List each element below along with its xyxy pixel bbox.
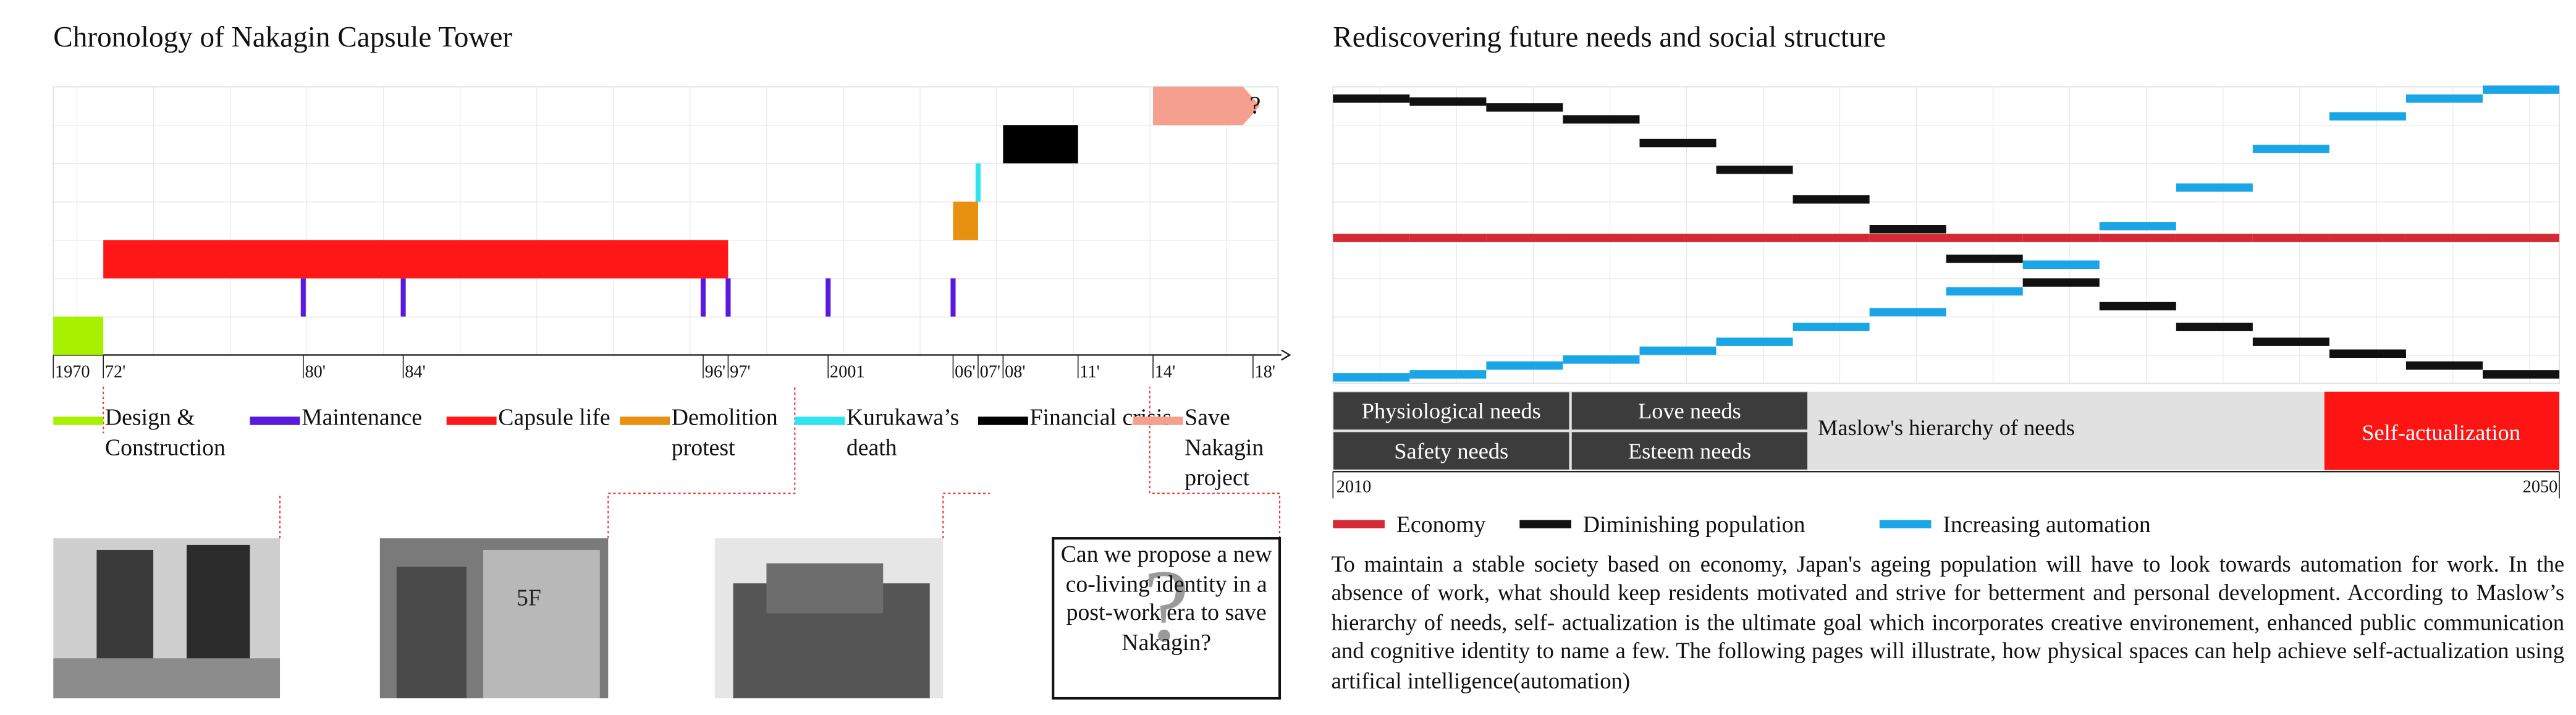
x-tick-label: 72' — [105, 363, 125, 382]
legend-label: Design & Construction — [104, 407, 226, 462]
x-tick-label: 07' — [980, 363, 1000, 382]
span-bar — [1003, 125, 1078, 164]
connector — [1149, 386, 1281, 539]
legend-swatch — [1519, 520, 1571, 528]
legend-label-box: Design & Construction — [104, 407, 226, 462]
annotation: ? — [1249, 91, 1261, 119]
legend-label: Economy — [1396, 512, 1486, 538]
photo-1 — [53, 538, 281, 698]
legend-swatch — [1879, 520, 1932, 528]
span-bar — [103, 240, 728, 279]
need-box — [1332, 391, 1571, 431]
x-tick-label: 2001 — [830, 363, 865, 382]
x-tick-label: 1970 — [55, 363, 90, 382]
maslow-label: Maslow's hierarchy of needs — [1818, 415, 2075, 440]
legend-swatch — [250, 417, 300, 425]
legend-label: Increasing automation — [1943, 512, 2151, 538]
x-tick-label: 97' — [730, 363, 750, 382]
x-tick-label: 11' — [1079, 363, 1099, 382]
span-bar — [953, 201, 978, 240]
x-tick-label: 96' — [705, 363, 725, 382]
legend-swatch — [978, 417, 1028, 425]
legend-label-box: Demolition protest — [671, 407, 778, 462]
connector — [607, 386, 796, 539]
need-box — [1332, 431, 1571, 471]
x-axis-arrow — [1281, 349, 1291, 361]
legend-swatch — [1333, 520, 1385, 528]
legend-label: Diminishing population — [1583, 512, 1805, 538]
x-tick-label: 80' — [305, 363, 325, 382]
span-bar — [53, 316, 104, 355]
legend-label-box: Save Nakagin project — [1185, 407, 1264, 492]
x-tick-label: 18' — [1255, 363, 1275, 382]
need-label: Esteem needs — [1628, 439, 1751, 463]
maslow-goal-box — [2324, 391, 2560, 470]
need-label: Love needs — [1638, 399, 1741, 423]
legend-label: Demolition protest — [671, 407, 778, 462]
legend-label-box: Kurukawa’s death — [846, 407, 960, 462]
legend-label: Save Nakagin project — [1185, 407, 1264, 492]
photo-sign: 5F — [517, 585, 541, 611]
legend-swatch — [446, 417, 497, 425]
span-arrow — [1153, 87, 1260, 125]
photo-3 — [714, 538, 944, 698]
legend-swatch — [795, 417, 845, 425]
legend-label: Capsule life — [498, 407, 610, 432]
need-box — [1571, 391, 1809, 431]
legend-swatch — [53, 417, 104, 425]
question-mark: ? — [1144, 549, 1189, 663]
question-box: Can we propose a new co-living identity … — [1060, 543, 1272, 656]
connector — [942, 493, 990, 539]
need-label: Physiological needs — [1362, 399, 1541, 423]
photo-2: 5F — [379, 538, 609, 698]
legend-label: Kurukawa’s death — [846, 407, 960, 462]
chart-title: Rediscovering future needs and social st… — [1333, 22, 1886, 54]
chart-title: Chronology of Nakagin Capsule Tower — [53, 22, 512, 54]
paragraph: To maintain a stable society based on ec… — [1331, 551, 2565, 693]
x-tick-label: 14' — [1155, 363, 1175, 382]
x-tick-label: 08' — [1005, 363, 1025, 382]
legend-label-box: Maintenance — [302, 407, 423, 432]
legend-label-box: Capsule life — [498, 407, 610, 432]
need-box — [1571, 431, 1809, 471]
legend-label: Maintenance — [302, 407, 423, 432]
legend-swatch — [1133, 417, 1183, 425]
x-tick-label: 84' — [405, 363, 425, 382]
x-tick-label: 2050 — [2523, 478, 2558, 497]
left-plot-area — [53, 86, 1279, 356]
legend-swatch — [620, 417, 670, 425]
maslow-goal: Self-actualization — [2362, 420, 2520, 445]
paragraph-box: To maintain a stable society based on ec… — [1331, 551, 2565, 693]
connectors — [103, 386, 1281, 539]
x-tick-label: 06' — [955, 363, 975, 382]
need-label: Safety needs — [1394, 439, 1508, 463]
x-tick-label: 2010 — [1337, 478, 1372, 497]
question: Can we propose a new co-living identity … — [1060, 543, 1272, 656]
question-box — [1052, 537, 1282, 700]
